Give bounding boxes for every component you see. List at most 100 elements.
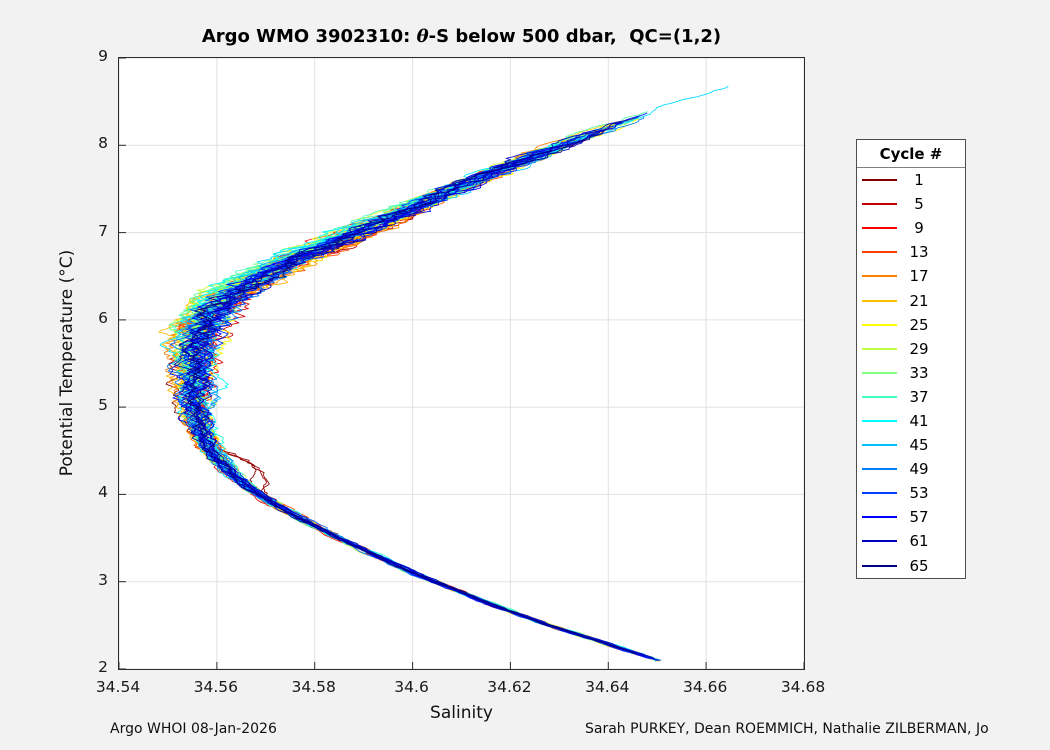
profile-curve [178,151,628,650]
legend-entry: 41 [857,409,965,433]
legend-entry-label: 53 [909,484,929,503]
y-tick-label: 3 [98,570,108,589]
x-tick-label: 34.6 [394,678,429,696]
legend-line-sample [862,299,897,302]
legend-entry: 5 [857,192,965,216]
legend-entry-label: 29 [909,339,929,358]
x-axis-label: Salinity [430,703,493,723]
legend-line-sample [862,540,897,543]
legend-entry-label: 17 [909,267,929,286]
legend-line-sample [862,516,897,519]
profile-curve [184,149,639,655]
legend-entry: 33 [857,361,965,385]
y-tick-label: 9 [98,47,108,65]
x-tick-label: 34.62 [487,678,532,696]
profile-curve [182,148,639,655]
legend-entry: 1 [857,168,965,192]
chart-title-post: -S below 500 dbar, QC=(1,2) [428,26,722,47]
profile-curve [187,131,635,655]
legend-line-sample [862,371,897,374]
footer-credit-left: Argo WHOI 08-Jan-2026 [110,721,277,737]
y-axis-label: Potential Temperature (°C) [57,249,77,477]
profile-curve [188,152,628,651]
profile-curve [186,144,645,655]
legend-entry-label: 65 [909,556,929,575]
legend-entry: 9 [857,216,965,240]
legend-entry-label: 49 [909,460,929,479]
legend-entry-label: 5 [914,195,924,214]
grid-lines [119,58,804,669]
legend-entry-label: 21 [909,291,929,310]
legend-entry-label: 25 [909,315,929,334]
y-tick-label: 7 [98,221,108,240]
legend: Cycle # 1 5 9 13 17 21 25 29 33 37 41 45 49 53 57 61 65 [856,139,966,579]
chart-title-theta-symbol: θ [416,26,429,47]
legend-line-sample [862,227,897,230]
legend-entry: 25 [857,313,965,337]
legend-entry-label: 41 [909,411,929,430]
y-tick-label: 5 [98,396,108,415]
legend-entry: 57 [857,505,965,529]
legend-entry-label: 61 [909,532,929,551]
legend-entry-label: 33 [909,363,929,382]
legend-entry: 53 [857,481,965,505]
legend-entry: 21 [857,288,965,312]
y-tick-label: 2 [98,658,108,676]
legend-entry: 29 [857,337,965,361]
profile-curve [182,150,624,652]
chart-title-pre: Argo WMO 3902310: [201,26,417,47]
legend-line-sample [862,251,897,254]
legend-line-sample [862,323,897,326]
profile-curves [158,85,729,663]
legend-entry: 13 [857,240,965,264]
profile-curve [183,153,654,659]
profile-curve [159,85,729,662]
legend-line-sample [862,395,897,398]
legend-line-sample [862,444,897,447]
legend-entry: 61 [857,529,965,553]
y-tick-label: 8 [98,134,108,153]
theta-s-plot [119,58,804,669]
legend-line-sample [862,419,897,422]
legend-entry: 37 [857,385,965,409]
profile-curve [191,142,652,659]
legend-line-sample [862,564,897,567]
legend-line-sample [862,179,897,182]
legend-entry-label: 45 [909,436,929,455]
legend-entry-label: 9 [914,219,924,238]
x-tick-label: 34.68 [780,678,826,696]
legend-entry: 45 [857,433,965,457]
profile-curve [173,146,650,659]
legend-line-sample [862,468,897,471]
profile-curve [163,125,627,650]
legend-entries: 1 5 9 13 17 21 25 29 33 37 41 45 49 53 57 61 65 [857,168,965,578]
legend-entry-label: 57 [909,508,929,527]
legend-line-sample [862,275,897,278]
legend-line-sample [862,492,897,495]
x-tick-label: 34.58 [291,678,336,696]
legend-line-sample [862,203,897,206]
x-tick-label: 34.56 [193,678,239,696]
legend-entry: 49 [857,457,965,481]
profile-curve [174,149,626,651]
legend-entry: 17 [857,264,965,288]
profile-curve [172,151,630,653]
legend-entry: 65 [857,554,965,578]
legend-entry-label: 37 [909,387,929,406]
legend-entry-label: 13 [909,243,929,262]
legend-line-sample [862,347,897,350]
x-tick-label: 34.66 [682,678,728,696]
y-tick-label: 6 [98,308,108,327]
legend-entry-label: 1 [914,171,924,190]
profile-curve [192,139,643,656]
profile-curve [173,151,643,656]
x-tick-label: 34.54 [95,678,141,696]
profile-curve [169,112,649,659]
page-title: Argo WMO 3902310: θ-S below 500 dbar, QC… [118,26,805,47]
axis-tick-marks [119,58,804,669]
profile-curve [166,148,641,655]
footer-credit-right: Sarah PURKEY, Dean ROEMMICH, Nathalie ZI… [585,721,989,737]
y-tick-label: 4 [98,483,108,502]
plot-area [118,57,805,670]
